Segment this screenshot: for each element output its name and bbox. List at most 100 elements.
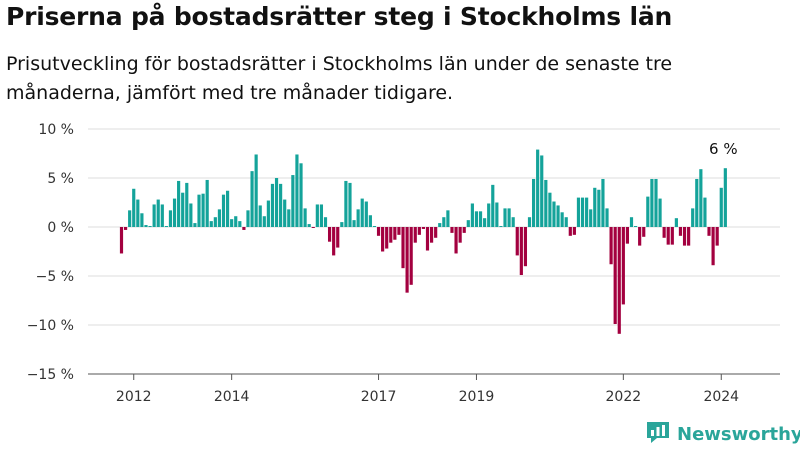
bar [674,218,678,227]
bar [556,205,560,227]
bar [160,204,164,227]
x-tick-label: 2017 [361,389,397,405]
bar [323,217,328,227]
bar [295,154,299,227]
bar [454,227,458,254]
brand-name: Newsworthy [677,423,800,445]
bar [311,227,315,228]
bar [401,227,405,269]
bar [409,227,413,285]
bar [450,227,454,233]
bar [238,221,242,227]
bar [372,226,377,227]
bar [711,227,715,266]
bar [625,227,630,244]
y-tick-label: −10 % [27,318,74,334]
brand-logo: Newsworthy [645,420,800,448]
x-tick-label: 2012 [116,389,152,405]
bar [507,208,511,227]
x-tick-label: 2014 [214,389,250,405]
bar [327,227,332,242]
bar [352,220,356,227]
bar [613,227,617,325]
bar [707,227,711,236]
bar [576,197,581,227]
bar [478,211,483,227]
bar [678,227,683,236]
bar [376,227,381,236]
bar [462,227,466,233]
bar [287,209,291,227]
y-tick-label: 10 % [38,122,74,138]
bar [544,179,548,227]
bar [617,227,621,334]
bar [291,175,295,227]
bar [213,217,217,227]
bar [119,227,124,254]
bar [368,215,372,227]
bar [140,213,144,227]
bar [695,178,699,227]
bar [128,210,132,227]
y-axis-tick-labels: 10 % 5 % 0 % −5 % −10 % −15 % [27,122,74,383]
bar [164,226,168,227]
bar [393,227,397,240]
bar [687,227,691,246]
bar [605,208,609,227]
bar [703,197,707,227]
bar [511,217,515,227]
bar [438,223,442,227]
bar [503,208,507,227]
bar [274,178,279,227]
bar [597,189,601,227]
bar [699,169,703,227]
y-gridlines [88,128,780,375]
bar [397,227,401,235]
bar [654,178,658,227]
bar [691,208,695,227]
bar [585,197,589,227]
bar [523,227,528,267]
bar [572,227,576,235]
bar [527,217,532,227]
bar [152,204,156,227]
bar [413,227,417,243]
chart-subtitle: Prisutveckling för bostadsrätter i Stock… [6,53,673,104]
bar [360,198,364,227]
bar [201,193,205,227]
bar [336,227,340,248]
bar [144,225,148,227]
bar [658,198,662,227]
bar [417,227,421,235]
bar [279,183,283,227]
bar [536,149,540,227]
bar [266,200,270,227]
bar [405,227,409,293]
bar [491,184,495,227]
bar [633,226,638,227]
bar [181,192,185,227]
bar [319,204,324,227]
bar [446,210,450,227]
bar [205,179,209,227]
bar [466,220,470,227]
bar [254,154,258,227]
bar [642,227,646,237]
bar [552,201,556,227]
bar [177,180,181,227]
bars [119,149,727,334]
bar [307,224,311,227]
bar [483,218,487,227]
bar [564,217,568,227]
bar [242,227,246,230]
bar [234,216,238,227]
bar [580,197,585,227]
bar [593,187,597,227]
bar [344,180,348,227]
bar [499,226,503,227]
bar [217,209,222,227]
bar [172,198,177,227]
bar [230,219,234,227]
bar [258,205,262,227]
bar [315,204,319,227]
